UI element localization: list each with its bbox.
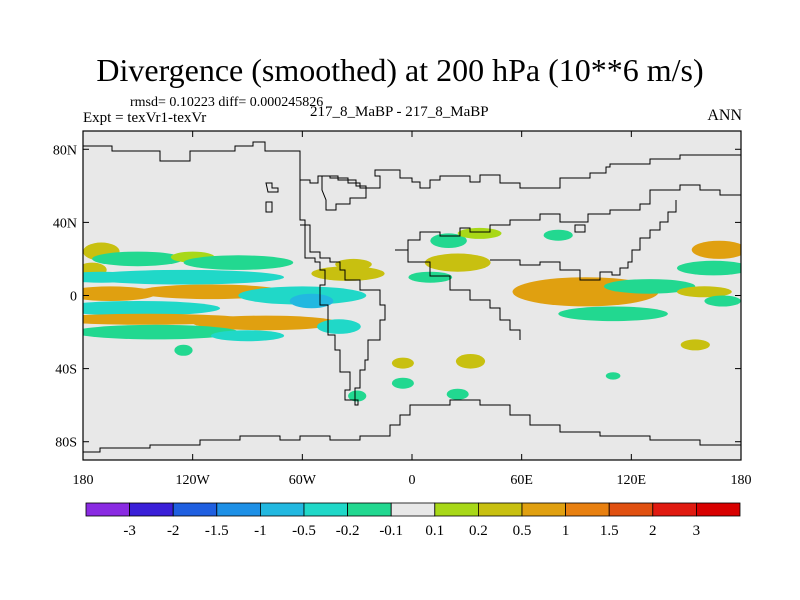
colorbar: -3 -2 -1.5 -1 -0.5 -0.2 -0.1 0.1 0.2 0.5 1 1.5 2 3: [85, 502, 741, 539]
axes: 180 120W 60W 0 60E 120E 180 80N 40N 0 40S 80S: [53, 131, 752, 488]
field-region: [603, 279, 696, 294]
field-region: [317, 319, 361, 334]
y-tick-label: 80N: [53, 143, 77, 158]
field-region: [446, 388, 469, 400]
chart-title: Divergence (smoothed) at 200 hPa (10**6 …: [96, 52, 704, 88]
colorbar-swatch: [608, 502, 654, 517]
colorbar-label: -1.5: [205, 523, 229, 539]
colorbar-label: 1: [562, 523, 570, 539]
field-region: [457, 227, 502, 239]
coastline-antarctica: [83, 399, 741, 453]
coastline-greenland: [321, 175, 367, 211]
field-region: [543, 229, 573, 241]
coastline-island-3: [574, 224, 586, 233]
field-region: [92, 251, 184, 267]
field-region: [183, 255, 294, 270]
colorbar-swatch: [696, 502, 741, 517]
x-tick-label: 120W: [176, 473, 211, 488]
colorbar-swatch: [521, 502, 566, 517]
colorbar-label: 0.1: [425, 523, 444, 539]
colorbar-label: -0.1: [379, 523, 403, 539]
colorbar-label: 3: [693, 523, 701, 539]
coastline-eurasia-africa: [395, 184, 741, 251]
colorbar-swatch: [172, 502, 218, 517]
season-label: ANN: [707, 107, 742, 124]
field-region: [558, 306, 668, 322]
coastline-americas: [299, 180, 386, 406]
field-region: [348, 390, 367, 402]
y-tick-label: 40S: [55, 363, 77, 378]
colorbar-label: -0.2: [336, 523, 360, 539]
field-region: [83, 286, 157, 301]
colorbar-swatch: [565, 502, 610, 517]
field-region: [210, 330, 285, 342]
field-region: [408, 271, 453, 283]
field-region: [83, 269, 284, 285]
field-region: [680, 339, 710, 351]
field-region: [335, 258, 372, 270]
x-tick-label: 120E: [617, 473, 647, 488]
field-region: [677, 260, 741, 276]
y-tick-label: 0: [70, 290, 77, 305]
experiment-label: Expt = texVr1-texVr: [83, 110, 207, 126]
field-region: [691, 240, 741, 259]
colorbar-swatch: [477, 502, 523, 517]
field-region: [289, 293, 334, 309]
field-region: [424, 253, 491, 272]
field-region: [430, 233, 467, 248]
colorbar-swatch: [85, 502, 130, 517]
field-region: [530, 286, 623, 305]
field-region: [192, 315, 339, 331]
field-region: [83, 301, 221, 316]
field-region: [455, 354, 486, 369]
colorbar-swatch: [216, 502, 261, 517]
x-tick-label: 180: [73, 473, 94, 488]
coastline-island-2: [265, 182, 279, 193]
field-region: [391, 357, 414, 369]
colorbar-label: 1.5: [600, 523, 619, 539]
field-region: [391, 377, 414, 389]
x-tick-label: 60E: [510, 473, 533, 488]
field-region: [704, 295, 741, 307]
colorbar-label: 0.2: [469, 523, 488, 539]
colorbar-swatch: [390, 502, 436, 517]
coastline-north-america: [83, 141, 741, 189]
field-region: [311, 266, 385, 281]
colorbar-swatch: [434, 502, 479, 517]
colorbar-label: 0.5: [513, 523, 532, 539]
y-tick-label: 40N: [53, 216, 77, 231]
colorbar-label: -3: [123, 523, 136, 539]
colorbar-swatch: [129, 502, 174, 517]
stats-label: rmsd= 0.10223 diff= 0.000245826: [130, 95, 324, 110]
colorbar-swatch: [303, 502, 348, 517]
colorbar-swatch: [652, 502, 697, 517]
field-region: [605, 372, 621, 380]
coastline-africa-east: [407, 250, 521, 340]
coastline-layer: [83, 141, 741, 453]
field-region: [677, 286, 732, 298]
x-tick-label: 60W: [289, 473, 317, 488]
field-layer: [83, 227, 741, 402]
colorbar-label: -2: [167, 523, 180, 539]
colorbar-swatch: [347, 502, 392, 517]
colorbar-label: -0.5: [292, 523, 316, 539]
field-region: [83, 324, 239, 340]
field-region: [174, 344, 193, 356]
colorbar-swatch: [259, 502, 305, 517]
colorbar-label: -1: [254, 523, 267, 539]
x-tick-label: 180: [731, 473, 752, 488]
coastline-asia-south: [490, 200, 677, 281]
coastline-island-1: [265, 201, 273, 213]
case-label: 217_8_MaBP - 217_8_MaBP: [310, 104, 489, 120]
x-tick-label: 0: [409, 473, 416, 488]
y-tick-label: 80S: [55, 436, 77, 451]
colorbar-label: 2: [649, 523, 657, 539]
